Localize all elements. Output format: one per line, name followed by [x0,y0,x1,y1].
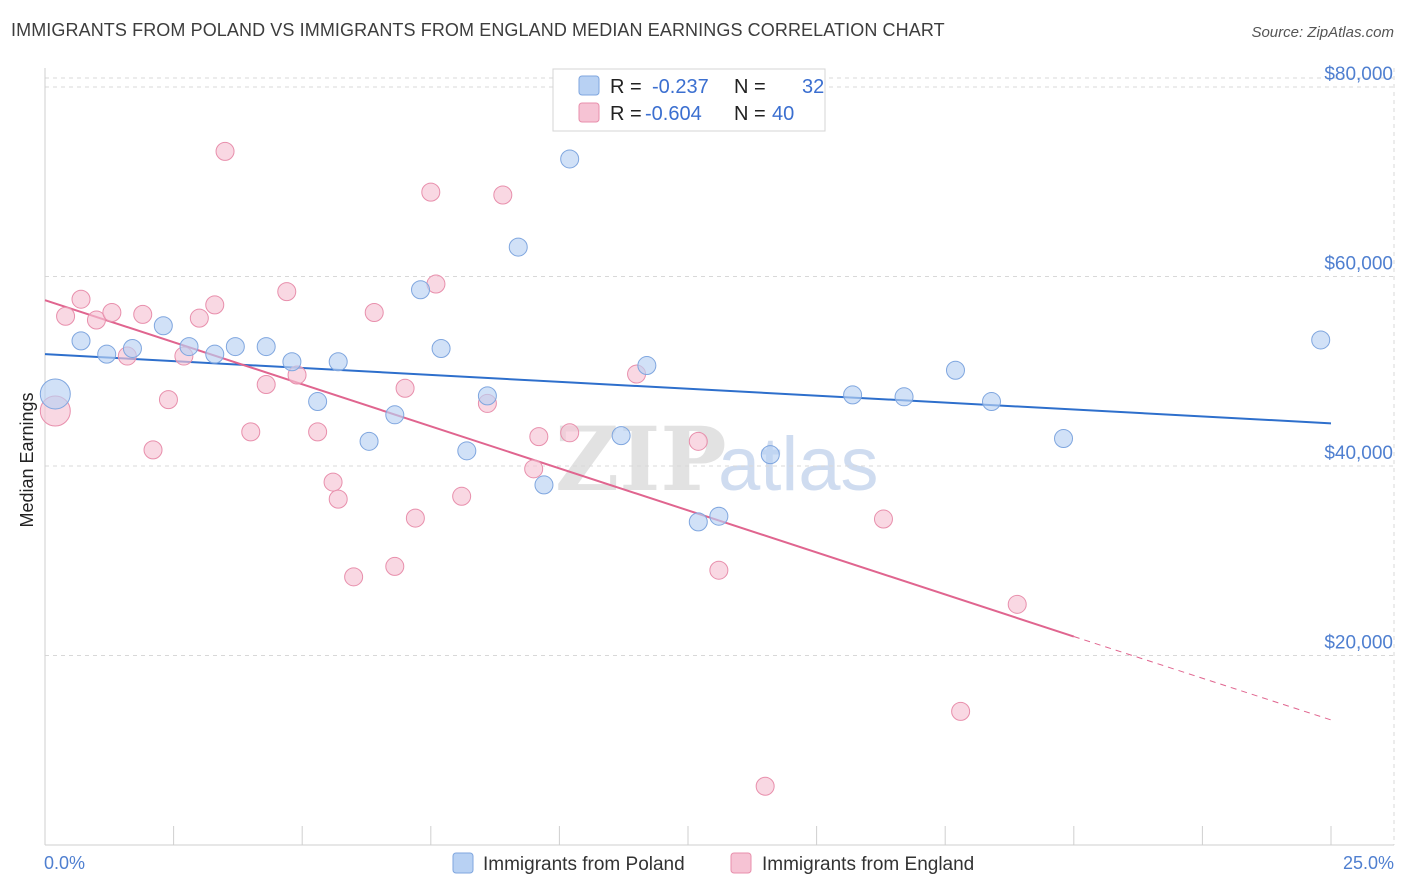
trend-line-poland [44,353,1332,425]
y-axis-title: Median Earnings [17,392,37,527]
legend-r-label-poland: R = [610,76,642,98]
data-point-england [951,701,971,721]
data-point-england [493,185,513,205]
legend-swatch-poland [578,75,600,96]
data-point-poland [282,352,302,372]
data-point-england [215,141,235,161]
data-point-england [277,282,297,302]
bottom-legend: Immigrants from Poland Immigrants from E… [452,852,974,875]
data-point-poland [431,338,451,358]
data-point-england [709,560,729,580]
y-tick-label: $20,000 [1324,632,1393,653]
data-point-england [86,310,106,330]
y-tick-label: $80,000 [1324,64,1393,85]
x-tick-label-min: 0.0% [44,853,85,873]
data-point-england [364,302,384,322]
data-point-england [560,423,580,443]
chart-title: IMMIGRANTS FROM POLAND VS IMMIGRANTS FRO… [11,20,945,40]
data-point-poland [477,386,497,406]
watermark-zip: ZIP [555,407,727,511]
legend-box: R = -0.237 N = 32 R = -0.604 N = 40 [552,68,826,132]
source-label: Source: ZipAtlas.com [1251,24,1394,41]
data-point-england [308,422,328,442]
data-point-england [256,374,276,394]
data-point-england [344,567,364,587]
data-point-poland [1054,428,1074,448]
data-point-poland [945,360,965,380]
legend-swatch-england [578,102,600,123]
data-point-england [189,308,209,328]
legend-r-value-england: -0.604 [645,103,702,125]
data-point-england [323,472,343,492]
data-point-poland [179,337,199,357]
legend-n-label-england: N = [734,103,766,125]
bottom-legend-swatch-england [730,852,752,874]
data-point-england [1007,594,1027,614]
data-point-poland [457,441,477,461]
data-point-poland [508,237,528,257]
data-point-poland [611,426,631,446]
data-point-poland [122,338,142,358]
data-point-poland [560,149,580,169]
trend-line-england-extension [1073,636,1332,721]
legend-r-label-england: R = [610,103,642,125]
data-point-england [241,422,261,442]
legend-n-value-england: 40 [772,103,794,125]
data-point-poland [709,506,729,526]
data-point-england [688,431,708,451]
data-point-england [205,295,225,315]
y-tick-label: $40,000 [1324,443,1393,464]
data-point-poland [71,331,91,351]
data-point-england [133,304,153,324]
data-point-poland [39,378,71,410]
data-point-england [328,489,348,509]
data-point-england [405,508,425,528]
data-point-england [158,390,178,410]
legend-r-value-poland: -0.237 [652,76,709,98]
bottom-legend-swatch-poland [452,852,474,874]
data-point-poland [1311,330,1331,350]
x-tick-label-max: 25.0% [1343,853,1394,873]
data-point-england [524,459,544,479]
data-point-poland [688,512,708,532]
data-point-poland [328,352,348,372]
data-point-poland [760,445,780,465]
data-point-poland [534,475,554,495]
data-point-england [395,378,415,398]
data-point-poland [385,405,405,425]
data-point-england [71,289,91,309]
data-point-poland [153,316,173,336]
data-point-poland [843,385,863,405]
data-point-poland [97,344,117,364]
data-point-england [755,776,775,796]
data-point-poland [981,392,1001,412]
data-point-poland [308,392,328,412]
data-point-poland [256,337,276,357]
watermark-atlas: atlas [718,422,879,507]
data-point-poland [637,356,657,376]
legend-n-value-poland: 32 [802,76,824,98]
data-point-poland [225,337,245,357]
data-point-poland [205,344,225,364]
data-point-england [143,440,163,460]
data-point-england [102,302,122,322]
data-point-england [873,509,893,529]
legend-n-label-poland: N = [734,76,766,98]
data-point-england [56,306,76,326]
data-point-england [452,486,472,506]
data-point-england [421,182,441,202]
y-tick-label: $60,000 [1324,253,1393,274]
data-point-england [385,556,405,576]
data-point-england [529,427,549,447]
data-point-poland [359,431,379,451]
data-point-poland [894,387,914,407]
bottom-legend-label-poland: Immigrants from Poland [483,854,685,875]
data-point-poland [411,280,431,300]
bottom-legend-label-england: Immigrants from England [762,854,974,875]
trend-line-england [44,299,1075,638]
